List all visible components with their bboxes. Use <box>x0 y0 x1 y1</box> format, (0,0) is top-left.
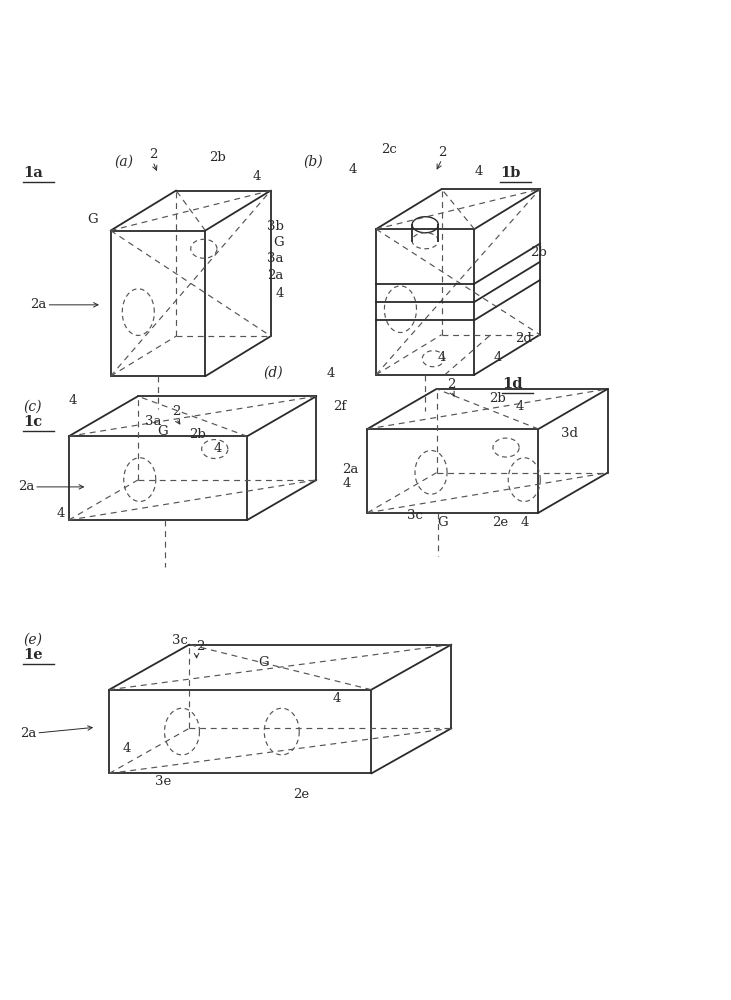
Text: 4: 4 <box>342 477 351 490</box>
Text: 1e: 1e <box>23 648 43 662</box>
Text: 4: 4 <box>474 165 482 178</box>
Text: G: G <box>258 656 269 669</box>
Text: 2: 2 <box>197 640 205 653</box>
Text: (a): (a) <box>114 155 133 169</box>
Text: G: G <box>88 213 98 226</box>
Text: G: G <box>156 425 167 438</box>
Text: 2a: 2a <box>20 727 37 740</box>
Text: 4: 4 <box>276 287 284 300</box>
Text: 1b: 1b <box>500 166 520 180</box>
Text: 2e: 2e <box>293 788 309 801</box>
Text: G: G <box>273 236 284 249</box>
Text: (d): (d) <box>264 366 283 380</box>
Text: 2a: 2a <box>30 298 47 311</box>
Text: 2b: 2b <box>209 151 226 164</box>
Text: 4: 4 <box>326 367 335 380</box>
Text: 3b: 3b <box>267 220 284 233</box>
Text: 4: 4 <box>494 351 502 364</box>
Text: 2b: 2b <box>530 246 547 259</box>
Text: 3a: 3a <box>145 415 161 428</box>
Text: 4: 4 <box>253 170 261 183</box>
Text: (c): (c) <box>23 400 42 414</box>
Text: 4: 4 <box>123 742 131 755</box>
Text: 4: 4 <box>214 442 222 455</box>
Text: (e): (e) <box>23 633 42 647</box>
Text: 2: 2 <box>447 378 455 391</box>
Text: 4: 4 <box>57 507 65 520</box>
Text: 2: 2 <box>172 405 181 418</box>
Text: 1a: 1a <box>23 166 43 180</box>
Text: 2f: 2f <box>333 400 346 413</box>
Text: 4: 4 <box>520 516 529 529</box>
Text: (b): (b) <box>303 155 323 169</box>
Text: 3a: 3a <box>268 252 284 265</box>
Text: G: G <box>437 516 448 529</box>
Text: 2e: 2e <box>492 516 508 529</box>
Text: 4: 4 <box>69 394 77 407</box>
Text: 2a: 2a <box>268 269 284 282</box>
Text: 2b: 2b <box>189 428 206 441</box>
Text: 2b: 2b <box>489 392 506 405</box>
Text: 2a: 2a <box>342 463 359 476</box>
Text: 3c: 3c <box>407 509 423 522</box>
Text: 4: 4 <box>332 692 341 705</box>
Text: 2a: 2a <box>18 480 34 493</box>
Text: 4: 4 <box>515 400 524 413</box>
Text: 1c: 1c <box>23 415 42 429</box>
Text: 2d: 2d <box>515 332 532 345</box>
Text: 2c: 2c <box>381 143 397 156</box>
Text: 3d: 3d <box>561 427 577 440</box>
Text: 4: 4 <box>438 351 446 364</box>
Text: 3c: 3c <box>172 634 188 647</box>
Text: 1d: 1d <box>502 377 523 391</box>
Text: 4: 4 <box>349 163 357 176</box>
Text: 2: 2 <box>148 148 157 161</box>
Text: 2: 2 <box>438 146 446 159</box>
Text: 3e: 3e <box>155 775 171 788</box>
